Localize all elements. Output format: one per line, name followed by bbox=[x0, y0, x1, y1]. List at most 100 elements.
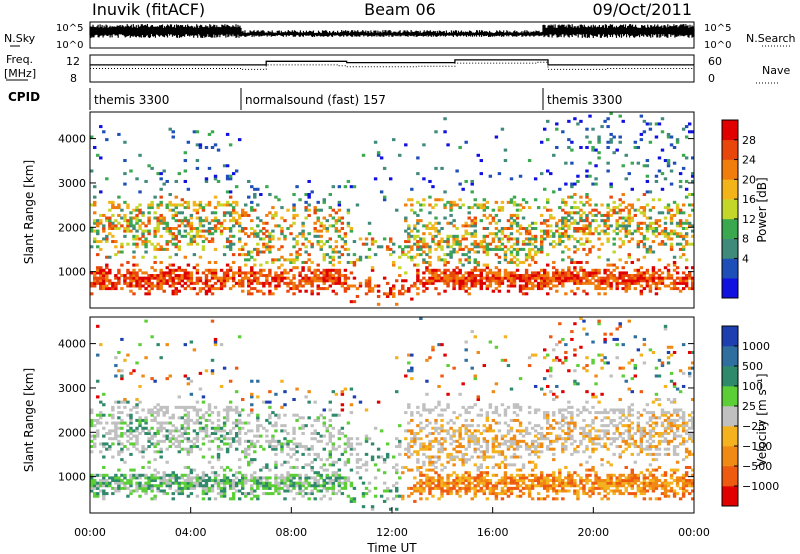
heatmap-cell bbox=[407, 455, 411, 459]
heatmap-cell bbox=[262, 284, 266, 288]
heatmap-cell bbox=[546, 119, 550, 123]
heatmap-cell bbox=[440, 437, 444, 441]
heatmap-cell bbox=[488, 405, 493, 409]
heatmap-cell bbox=[536, 424, 541, 428]
heatmap-cell bbox=[150, 281, 154, 285]
heatmap-cell bbox=[410, 245, 414, 249]
heatmap-cell bbox=[256, 413, 260, 417]
heatmap-cell bbox=[494, 245, 499, 249]
heatmap-cell bbox=[527, 494, 532, 498]
heatmap-cell bbox=[126, 481, 130, 485]
heatmap-cell bbox=[594, 182, 598, 186]
heatmap-cell bbox=[636, 268, 641, 272]
heatmap-cell bbox=[518, 274, 523, 278]
heatmap-cell bbox=[241, 229, 245, 233]
heatmap-cell bbox=[443, 465, 447, 469]
heatmap-cell bbox=[280, 463, 284, 467]
heatmap-cell bbox=[313, 429, 317, 433]
heatmap-cell bbox=[627, 240, 631, 244]
heatmap-cell bbox=[530, 473, 535, 477]
heatmap-cell bbox=[666, 276, 671, 280]
heatmap-cell bbox=[198, 219, 203, 223]
heatmap-cell bbox=[241, 253, 245, 257]
heatmap-cell bbox=[543, 127, 547, 131]
heatmap-cell bbox=[543, 219, 547, 223]
heatmap-cell bbox=[669, 242, 674, 246]
heatmap-cell bbox=[177, 439, 181, 443]
heatmap-cell bbox=[186, 206, 191, 210]
heatmap-cell bbox=[401, 247, 405, 251]
heatmap-cell bbox=[416, 489, 420, 493]
heatmap-cell bbox=[690, 193, 694, 197]
heatmap-cell bbox=[464, 471, 468, 475]
heatmap-cell bbox=[219, 426, 224, 430]
heatmap-cell bbox=[618, 237, 622, 241]
heatmap-cell bbox=[313, 452, 317, 456]
heatmap-cell bbox=[111, 221, 115, 225]
heatmap-cell bbox=[352, 284, 357, 288]
heatmap-cell bbox=[395, 437, 399, 441]
heatmap-cell bbox=[473, 492, 477, 496]
heatmap-cell bbox=[108, 413, 112, 417]
heatmap-cell bbox=[195, 279, 200, 283]
heatmap-cell bbox=[319, 279, 323, 283]
heatmap-cell bbox=[512, 276, 517, 280]
heatmap-cell bbox=[117, 426, 121, 430]
heatmap-cell bbox=[102, 213, 106, 217]
heatmap-cell bbox=[509, 260, 514, 264]
heatmap-cell bbox=[210, 211, 215, 215]
heatmap-cell bbox=[464, 358, 468, 362]
heatmap-cell bbox=[546, 279, 550, 283]
heatmap-cell bbox=[171, 497, 175, 501]
heatmap-cell bbox=[539, 484, 544, 488]
heatmap-cell bbox=[253, 229, 257, 233]
heatmap-cell bbox=[213, 229, 218, 233]
heatmap-cell bbox=[530, 276, 535, 280]
heatmap-cell bbox=[283, 437, 287, 441]
heatmap-cell bbox=[404, 429, 408, 433]
heatmap-cell bbox=[663, 242, 668, 246]
heatmap-cell bbox=[684, 281, 689, 285]
heatmap-cell bbox=[256, 494, 260, 498]
heatmap-cell bbox=[262, 274, 266, 278]
heatmap-cell bbox=[213, 471, 218, 475]
heatmap-cell bbox=[319, 208, 323, 212]
heatmap-cell bbox=[509, 481, 514, 485]
heatmap-cell bbox=[117, 405, 121, 409]
heatmap-cell bbox=[105, 240, 109, 244]
heatmap-cell bbox=[195, 411, 200, 415]
heatmap-cell bbox=[99, 450, 103, 454]
heatmap-cell bbox=[404, 465, 408, 469]
heatmap-cell bbox=[334, 226, 339, 230]
heatmap-cell bbox=[509, 221, 514, 225]
heatmap-cell bbox=[277, 439, 281, 443]
heatmap-cell bbox=[192, 484, 197, 488]
heatmap-cell bbox=[494, 439, 499, 443]
heatmap-cell bbox=[268, 481, 272, 485]
heatmap-cell bbox=[376, 153, 381, 157]
heatmap-cell bbox=[256, 253, 260, 257]
heatmap-cell bbox=[672, 284, 677, 288]
heatmap-cell bbox=[198, 387, 203, 391]
heatmap-cell bbox=[201, 492, 206, 496]
heatmap-cell bbox=[440, 271, 444, 275]
heatmap-cell bbox=[524, 242, 529, 246]
heatmap-cell bbox=[256, 224, 260, 228]
heatmap-cell bbox=[627, 255, 631, 259]
heatmap-cell bbox=[470, 455, 474, 459]
heatmap-cell bbox=[165, 203, 169, 207]
heatmap-cell bbox=[319, 271, 323, 275]
heatmap-cell bbox=[280, 450, 284, 454]
heatmap-cell bbox=[174, 242, 178, 246]
heatmap-cell bbox=[165, 408, 169, 412]
heatmap-cell bbox=[213, 405, 218, 409]
heatmap-cell bbox=[618, 224, 622, 228]
heatmap-cell bbox=[114, 253, 118, 257]
heatmap-cell bbox=[458, 198, 462, 202]
heatmap-cell bbox=[207, 268, 212, 272]
heatmap-cell bbox=[189, 447, 194, 451]
heatmap-cell bbox=[210, 237, 215, 241]
heatmap-cell bbox=[473, 266, 477, 270]
heatmap-cell bbox=[198, 371, 203, 375]
heatmap-cell bbox=[482, 276, 487, 280]
